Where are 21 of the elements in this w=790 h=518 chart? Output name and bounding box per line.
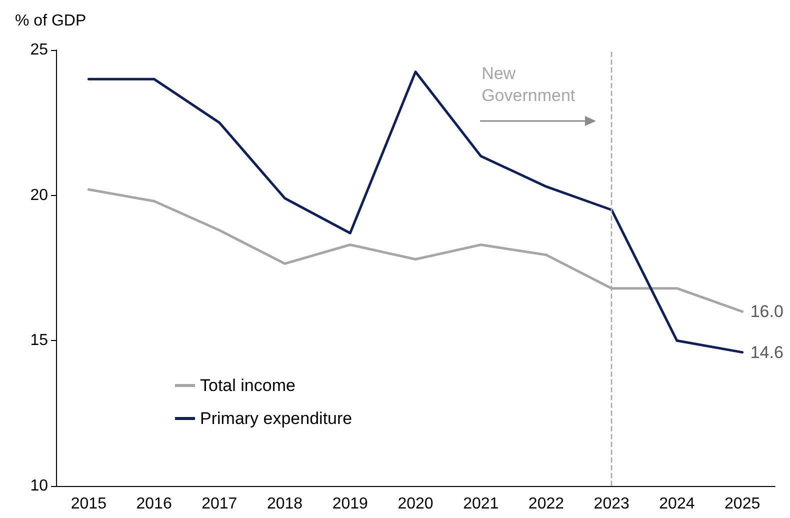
x-tick-label: 2025	[724, 496, 760, 512]
x-tick-label: 2017	[202, 496, 238, 512]
x-tick-label: 2018	[266, 496, 303, 512]
y-axis-title: % of GDP	[15, 12, 86, 30]
y-tick-label: 25	[30, 42, 48, 58]
x-tick-label: 2021	[463, 496, 499, 512]
annotation: New Government	[482, 63, 576, 107]
legend-label: Primary expenditure	[200, 409, 352, 428]
x-tick-label: 2016	[136, 496, 172, 512]
x-tick-label: 2023	[594, 496, 630, 512]
legend-label: Total income	[200, 376, 296, 395]
x-tick-label: 2024	[659, 496, 695, 512]
x-tick-label: 2020	[398, 496, 434, 512]
x-tick-label: 2015	[70, 496, 107, 512]
y-tick-label: 20	[30, 186, 48, 204]
data-label: 16.0	[750, 302, 784, 322]
y-tick-label: 10	[30, 478, 48, 494]
x-tick-label: 2022	[528, 496, 564, 512]
x-tick-label: 2019	[332, 496, 368, 512]
data-label: 14.6	[750, 342, 784, 362]
y-tick-label: 15	[30, 332, 48, 350]
